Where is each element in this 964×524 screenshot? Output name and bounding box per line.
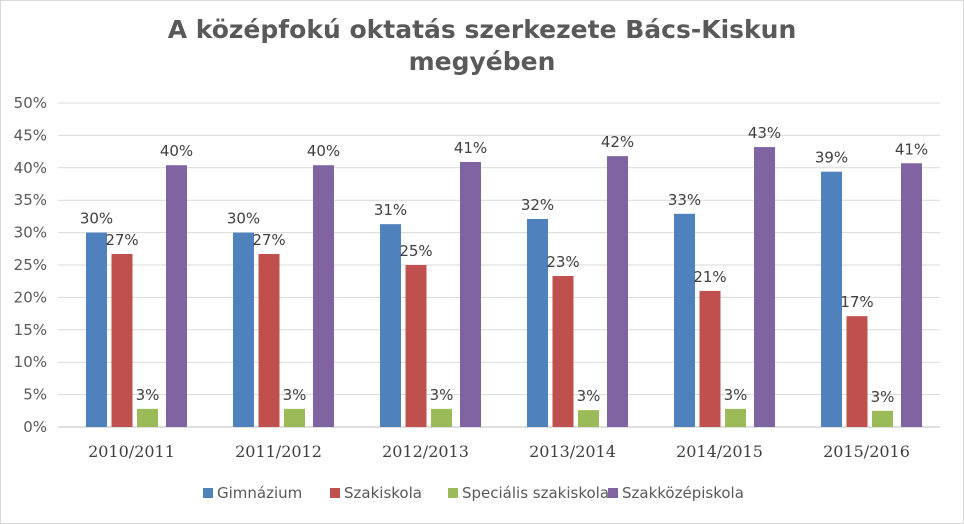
bar-speciális-szakiskola (725, 408, 746, 427)
y-tick-label: 45% (14, 126, 47, 144)
y-tick-label: 25% (14, 256, 47, 274)
data-label: 41% (454, 139, 487, 157)
x-tick-label: 2011/2012 (235, 442, 322, 461)
y-tick-label: 20% (14, 288, 47, 306)
bar-gimnázium (674, 213, 695, 427)
bar-speciális-szakiskola (137, 408, 158, 427)
data-label: 3% (577, 387, 601, 405)
bar-speciális-szakiskola (431, 408, 452, 427)
data-label: 30% (80, 210, 113, 228)
data-label: 43% (748, 124, 781, 142)
legend-swatch (608, 488, 618, 498)
y-tick-label: 5% (23, 386, 47, 404)
x-tick-label: 2014/2015 (676, 442, 763, 461)
data-label: 3% (136, 386, 160, 404)
data-label: 23% (546, 253, 579, 271)
bar-szakközépiskola (901, 163, 922, 427)
y-tick-label: 30% (14, 224, 47, 242)
legend-label: Szakiskola (344, 484, 422, 502)
y-tick-label: 40% (14, 159, 47, 177)
bar-szakiskola (111, 253, 133, 427)
data-label: 27% (252, 231, 285, 249)
data-label: 41% (895, 140, 928, 158)
bar-gimnázium (233, 232, 254, 427)
bar-szakközépiskola (754, 147, 775, 427)
data-label: 33% (668, 191, 701, 209)
x-tick-label: 2012/2013 (382, 442, 469, 461)
y-tick-label: 50% (14, 94, 47, 112)
bar-gimnázium (380, 224, 401, 427)
legend-label: Gimnázium (217, 484, 302, 502)
bar-szakközépiskola (460, 161, 481, 427)
data-label: 31% (374, 201, 407, 219)
data-label: 42% (601, 133, 634, 151)
data-label: 39% (815, 149, 848, 167)
data-label: 25% (399, 242, 432, 260)
chart-title: A középfokú oktatás szerkezete Bács-Kisk… (0, 14, 964, 78)
bar-szakközépiskola (607, 156, 628, 428)
data-label: 3% (724, 386, 748, 404)
x-tick-label: 2015/2016 (823, 442, 910, 461)
bar-szakiskola (699, 290, 721, 427)
bar-gimnázium (821, 171, 842, 427)
bar-szakiskola (405, 265, 427, 427)
bar-szakiskola (846, 316, 868, 427)
data-label: 17% (840, 293, 873, 311)
legend-label: Speciális szakiskola (462, 484, 609, 502)
bar-speciális-szakiskola (578, 410, 599, 427)
data-label: 32% (521, 196, 554, 214)
data-label: 3% (430, 386, 454, 404)
bar-szakközépiskola (166, 165, 187, 427)
x-tick-label: 2013/2014 (529, 442, 616, 461)
data-label: 40% (160, 142, 193, 160)
bar-szakiskola (552, 276, 574, 427)
bar-speciális-szakiskola (872, 410, 893, 427)
y-tick-label: 35% (14, 191, 47, 209)
y-tick-label: 0% (23, 418, 47, 436)
data-label: 3% (283, 386, 307, 404)
bar-speciális-szakiskola (284, 408, 305, 427)
x-tick-label: 2010/2011 (88, 442, 175, 461)
bar-szakiskola (258, 253, 280, 427)
legend-swatch (448, 488, 458, 498)
chart-title-line-2: megyében (408, 47, 556, 76)
data-label: 27% (105, 231, 138, 249)
bar-gimnázium (527, 218, 548, 427)
chart-title-line-1: A középfokú oktatás szerkezete Bács-Kisk… (167, 15, 797, 44)
data-label: 30% (227, 210, 260, 228)
data-label: 3% (871, 388, 895, 406)
legend-swatch (330, 488, 340, 498)
bar-gimnázium (86, 232, 107, 427)
y-tick-label: 15% (14, 321, 47, 339)
y-tick-label: 10% (14, 353, 47, 371)
bar-szakközépiskola (313, 165, 334, 427)
legend-label: Szakközépiskola (622, 484, 744, 502)
data-label: 40% (307, 142, 340, 160)
legend-swatch (203, 488, 213, 498)
data-label: 21% (693, 268, 726, 286)
